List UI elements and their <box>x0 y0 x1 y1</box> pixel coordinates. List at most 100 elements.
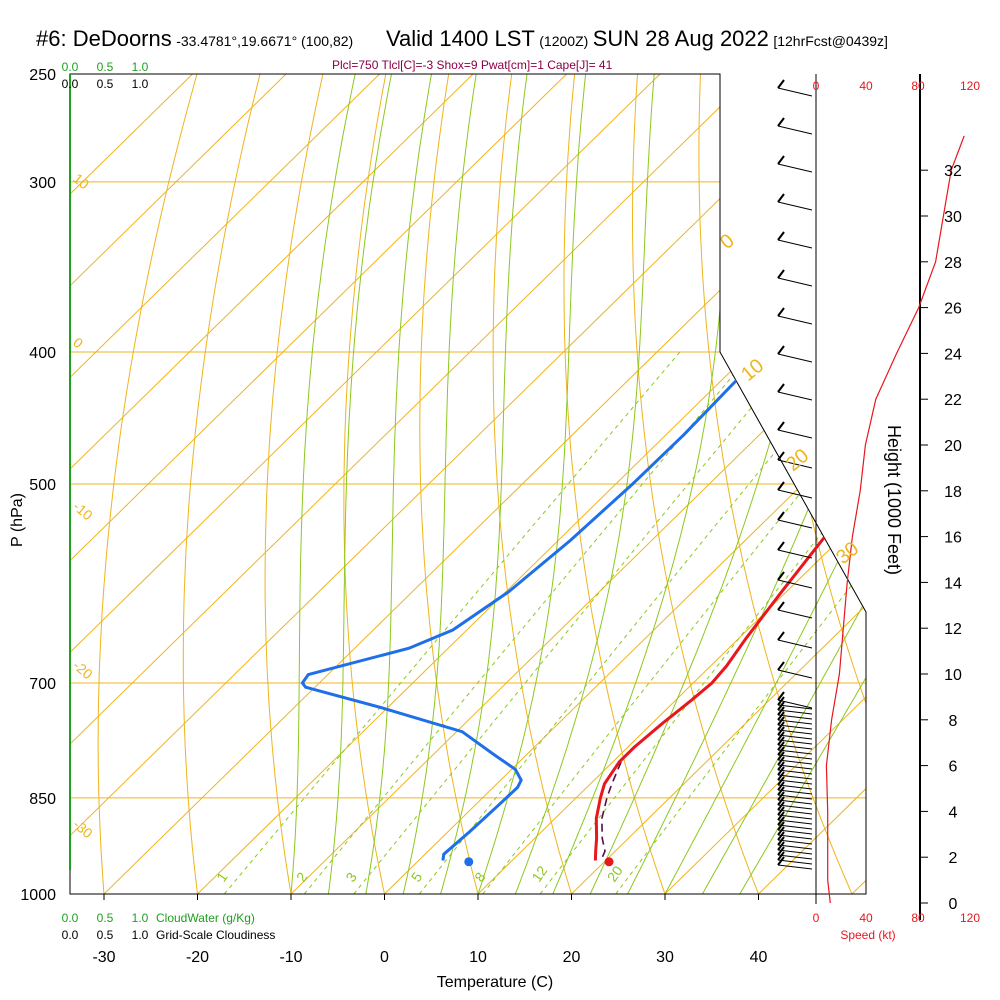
wind-barb <box>777 571 813 589</box>
moist-adiabat-line <box>477 74 587 894</box>
moist-adiabat-line <box>664 74 866 894</box>
height-tick-label: 30 <box>944 209 962 226</box>
wind-barb <box>777 726 813 740</box>
isotherm-line <box>70 74 848 894</box>
height-tick-label: 20 <box>944 438 962 455</box>
cloudiness-scale-top: 0.0 <box>62 77 79 91</box>
x-tick-label: 10 <box>469 949 487 966</box>
dry-adiabat-line <box>563 74 666 894</box>
temperature-line <box>593 74 866 861</box>
isotherm-line <box>758 74 866 894</box>
height-tick-label: 4 <box>949 804 958 821</box>
pressure-tick-label: 850 <box>29 791 56 808</box>
x-tick-label: 30 <box>656 949 674 966</box>
isotherm-line <box>290 74 866 894</box>
wind-barb <box>777 269 813 287</box>
dry-adiabat-line <box>182 74 261 894</box>
wind-barbs <box>777 79 813 870</box>
wind-barb <box>777 511 813 529</box>
mixing-ratio-line <box>482 351 866 894</box>
height-tick-label: 28 <box>944 255 962 272</box>
dry-adiabat-line <box>825 74 866 894</box>
x-tick-label: -30 <box>92 949 115 966</box>
isotherm-label: -10 <box>70 498 96 523</box>
cloudwater-scale-bottom: 0.5 <box>97 911 114 925</box>
station-name: #6: DeDoorns <box>36 26 172 51</box>
wind-barb <box>777 751 813 765</box>
height-tick-label: 0 <box>949 896 958 913</box>
cloudwater-scale-top: 0.0 <box>62 60 79 74</box>
forecast-info: [12hrFcst@0439z] <box>773 33 888 49</box>
isotherm-line <box>664 74 866 894</box>
mixing-ratio-label: 5 <box>408 869 426 885</box>
dry-adiabat-label: 0 <box>716 230 739 254</box>
mixing-ratio-label: 2 <box>293 869 311 885</box>
parcel-path <box>600 761 622 861</box>
height-tick-label: 6 <box>949 759 958 776</box>
wind-barb <box>777 731 813 745</box>
moist-adiabat-line <box>365 74 432 894</box>
cloudwater-scale-top: 0.5 <box>97 60 114 74</box>
cloudiness-scale-bottom: 1.0 <box>132 928 149 942</box>
stability-indices: Plcl=750 Tlcl[C]=-3 Shox=9 Pwat[cm]=1 Ca… <box>332 58 613 72</box>
wind-barb <box>777 811 813 825</box>
dry-adiabat-line <box>492 74 572 894</box>
wind-barb <box>777 701 813 715</box>
wind-barb <box>777 706 813 720</box>
wind-barb <box>777 756 813 770</box>
mixing-ratio-label: 1 <box>213 869 231 885</box>
dry-adiabat-line <box>264 74 324 894</box>
mixing-ratio-line <box>223 351 681 894</box>
height-tick-label: 8 <box>949 713 958 730</box>
wind-barb <box>777 79 813 97</box>
speed-tick-bottom: 120 <box>960 911 980 925</box>
height-axis-label: Height (1000 Feet) <box>884 425 904 575</box>
wind-barb <box>777 846 813 860</box>
wind-barb <box>777 741 813 755</box>
mixing-ratio-label: 8 <box>471 869 489 885</box>
cloudiness-scale-bottom: 0.5 <box>97 928 114 942</box>
isotherm-label: 0 <box>70 334 86 351</box>
isotherm-label: -30 <box>70 816 96 841</box>
wind-barb <box>777 307 813 325</box>
cloudwater-scale-bottom: 1.0 <box>132 911 149 925</box>
speed-axis-label: Speed (kt) <box>840 928 895 942</box>
station-coords: -33.4781°,19.6671° (100,82) <box>176 33 354 49</box>
wind-barb <box>777 721 813 735</box>
wind-barb <box>777 711 813 725</box>
plot-frame <box>69 73 965 920</box>
isotherm-line <box>70 74 287 894</box>
moist-adiabat-line <box>440 74 528 894</box>
cloudwater-scale-top: 1.0 <box>132 60 149 74</box>
x-tick-label: 0 <box>380 949 389 966</box>
wind-barb <box>777 851 813 865</box>
valid-date: SUN 28 Aug 2022 <box>592 26 769 51</box>
cloudiness-label: Grid-Scale Cloudiness <box>156 928 275 942</box>
height-tick-label: 12 <box>944 621 962 638</box>
height-tick-label: 10 <box>944 667 962 684</box>
wind-barb <box>777 746 813 760</box>
mixing-ratio-line <box>615 351 866 894</box>
pressure-tick-label: 250 <box>29 67 56 84</box>
dry-adiabat-line <box>419 74 479 894</box>
cloudwater-scale-bottom: 0.0 <box>62 911 79 925</box>
speed-tick-top: 80 <box>911 79 925 93</box>
height-tick-label: 24 <box>944 346 962 363</box>
height-tick-label: 26 <box>944 301 962 318</box>
wind-barb <box>777 541 813 559</box>
isotherm-line <box>70 74 380 894</box>
moist-adiabat-line <box>701 74 866 894</box>
wind-barb <box>777 816 813 830</box>
speed-tick-top: 40 <box>859 79 873 93</box>
surface-temperature-dot <box>604 857 614 867</box>
background-grid <box>70 74 866 894</box>
wind-barb <box>777 841 813 855</box>
isotherm-line <box>197 74 866 894</box>
moist-adiabat-line <box>402 74 477 894</box>
x-tick-label: 20 <box>563 949 581 966</box>
height-tick-label: 16 <box>944 530 962 547</box>
height-tick-label: 32 <box>944 163 962 180</box>
utc-time: (1200Z) <box>539 33 589 49</box>
wind-barb <box>777 826 813 840</box>
